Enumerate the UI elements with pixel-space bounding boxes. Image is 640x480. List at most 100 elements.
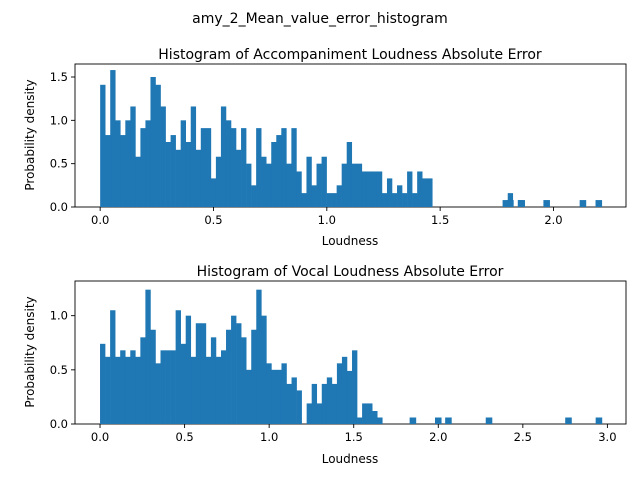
histogram-bar — [241, 337, 247, 424]
bottom-x-ticks: 0.0 0.5 1.0 1.5 2.0 2.5 3.0 — [91, 424, 617, 444]
histogram-bar — [130, 350, 136, 424]
histogram-bar — [180, 120, 186, 207]
x-tick-label: 1.0 — [260, 430, 278, 444]
histogram-bar — [412, 193, 418, 207]
top-chart-title: Histogram of Accompaniment Loudness Abso… — [158, 47, 542, 63]
histogram-bar — [190, 106, 197, 207]
histogram-bar — [120, 135, 126, 207]
histogram-bar — [175, 149, 181, 207]
histogram-bar — [246, 369, 252, 424]
y-tick-label: 0.5 — [50, 157, 68, 171]
histogram-bar — [230, 128, 237, 207]
histogram-bar — [357, 417, 363, 424]
histogram-bar — [595, 417, 603, 424]
histogram-bar — [226, 329, 232, 424]
histogram-bar — [256, 128, 262, 207]
histogram-bar — [281, 363, 287, 424]
histogram-bar — [352, 350, 358, 424]
histogram-bar — [579, 200, 587, 207]
histogram-bar — [150, 329, 156, 424]
histogram-bar — [392, 193, 398, 207]
histogram-bar — [422, 178, 428, 207]
histogram-bar — [409, 417, 417, 424]
histogram-bar — [271, 142, 277, 207]
chart-bottom: Histogram of Vocal Loudness Absolute Err… — [23, 264, 627, 466]
histogram-bar — [331, 193, 337, 207]
histogram-bar — [291, 377, 297, 424]
histogram-bar — [180, 343, 187, 424]
x-tick-label: 0.5 — [175, 430, 193, 444]
histogram-bar — [200, 323, 207, 424]
histogram-bar — [362, 403, 368, 424]
histogram-bar — [200, 128, 207, 207]
histogram-bar — [543, 200, 550, 207]
histogram-bar — [241, 128, 247, 207]
histogram-bar — [311, 383, 318, 424]
histogram-bar — [376, 171, 383, 207]
histogram-bar — [507, 193, 514, 207]
histogram-bar — [366, 171, 373, 207]
histogram-bar — [105, 356, 111, 424]
y-tick-label: 0.5 — [50, 363, 68, 377]
histogram-bar — [331, 383, 338, 424]
histogram-bar — [595, 200, 603, 207]
histogram-bar — [518, 200, 526, 207]
x-tick-label: 1.0 — [318, 213, 336, 227]
y-tick-label: 0.0 — [50, 200, 68, 214]
x-tick-label: 2.0 — [544, 213, 562, 227]
histogram-bar — [306, 403, 312, 424]
histogram-bar — [115, 120, 121, 207]
histogram-bar — [220, 350, 227, 424]
x-tick-label: 3.0 — [598, 430, 616, 444]
top-x-axis-label: Loudness — [322, 234, 379, 248]
histogram-bar — [110, 70, 116, 207]
histogram-bar — [371, 171, 378, 207]
x-tick-label: 2.0 — [429, 430, 447, 444]
histogram-bar — [386, 178, 393, 207]
x-tick-label: 0.5 — [204, 213, 222, 227]
histogram-bar — [175, 310, 181, 424]
histogram-bar — [407, 171, 413, 207]
histogram-bar — [165, 350, 171, 424]
histogram-bar — [427, 178, 433, 207]
histogram-bar — [140, 337, 146, 424]
histogram-bar — [150, 77, 156, 207]
figure-suptitle: amy_2_Mean_value_error_histogram — [192, 11, 448, 27]
histogram-bar — [100, 343, 106, 424]
histogram-bar — [135, 156, 141, 207]
top-y-axis-label: Probability density — [23, 79, 37, 190]
histogram-bar — [220, 106, 227, 207]
histogram-bar — [445, 417, 452, 424]
histogram-bar — [261, 156, 267, 207]
x-tick-label: 2.5 — [514, 430, 532, 444]
histogram-bar — [346, 142, 353, 207]
y-tick-label: 1.5 — [50, 70, 68, 84]
histogram-bar — [291, 128, 297, 207]
top-bars — [100, 70, 603, 207]
histogram-bar — [286, 383, 292, 424]
histogram-bar — [485, 417, 493, 424]
histogram-bar — [296, 171, 302, 207]
histogram-bar — [251, 329, 257, 424]
histogram-bar — [210, 337, 217, 424]
x-tick-label: 1.5 — [345, 430, 363, 444]
histogram-bar — [125, 120, 131, 207]
histogram-bar — [185, 315, 192, 424]
histogram-bar — [301, 193, 307, 207]
histogram-bar — [326, 193, 332, 207]
histogram-bar — [377, 417, 383, 424]
histogram-bar — [125, 356, 131, 424]
histogram-bar — [155, 363, 161, 424]
y-tick-label: 1.0 — [50, 309, 68, 323]
histogram-bar — [356, 163, 363, 207]
histogram-bar — [170, 135, 176, 207]
bottom-y-axis-label: Probability density — [23, 296, 37, 407]
bottom-chart-title: Histogram of Vocal Loudness Absolute Err… — [197, 264, 504, 280]
histogram-bar — [236, 149, 242, 207]
histogram-bar — [435, 417, 442, 424]
histogram-bar — [256, 289, 262, 424]
histogram-bar — [140, 128, 146, 207]
histogram-bar — [246, 163, 252, 207]
histogram-bar — [261, 315, 267, 424]
histogram-bar — [195, 323, 202, 424]
